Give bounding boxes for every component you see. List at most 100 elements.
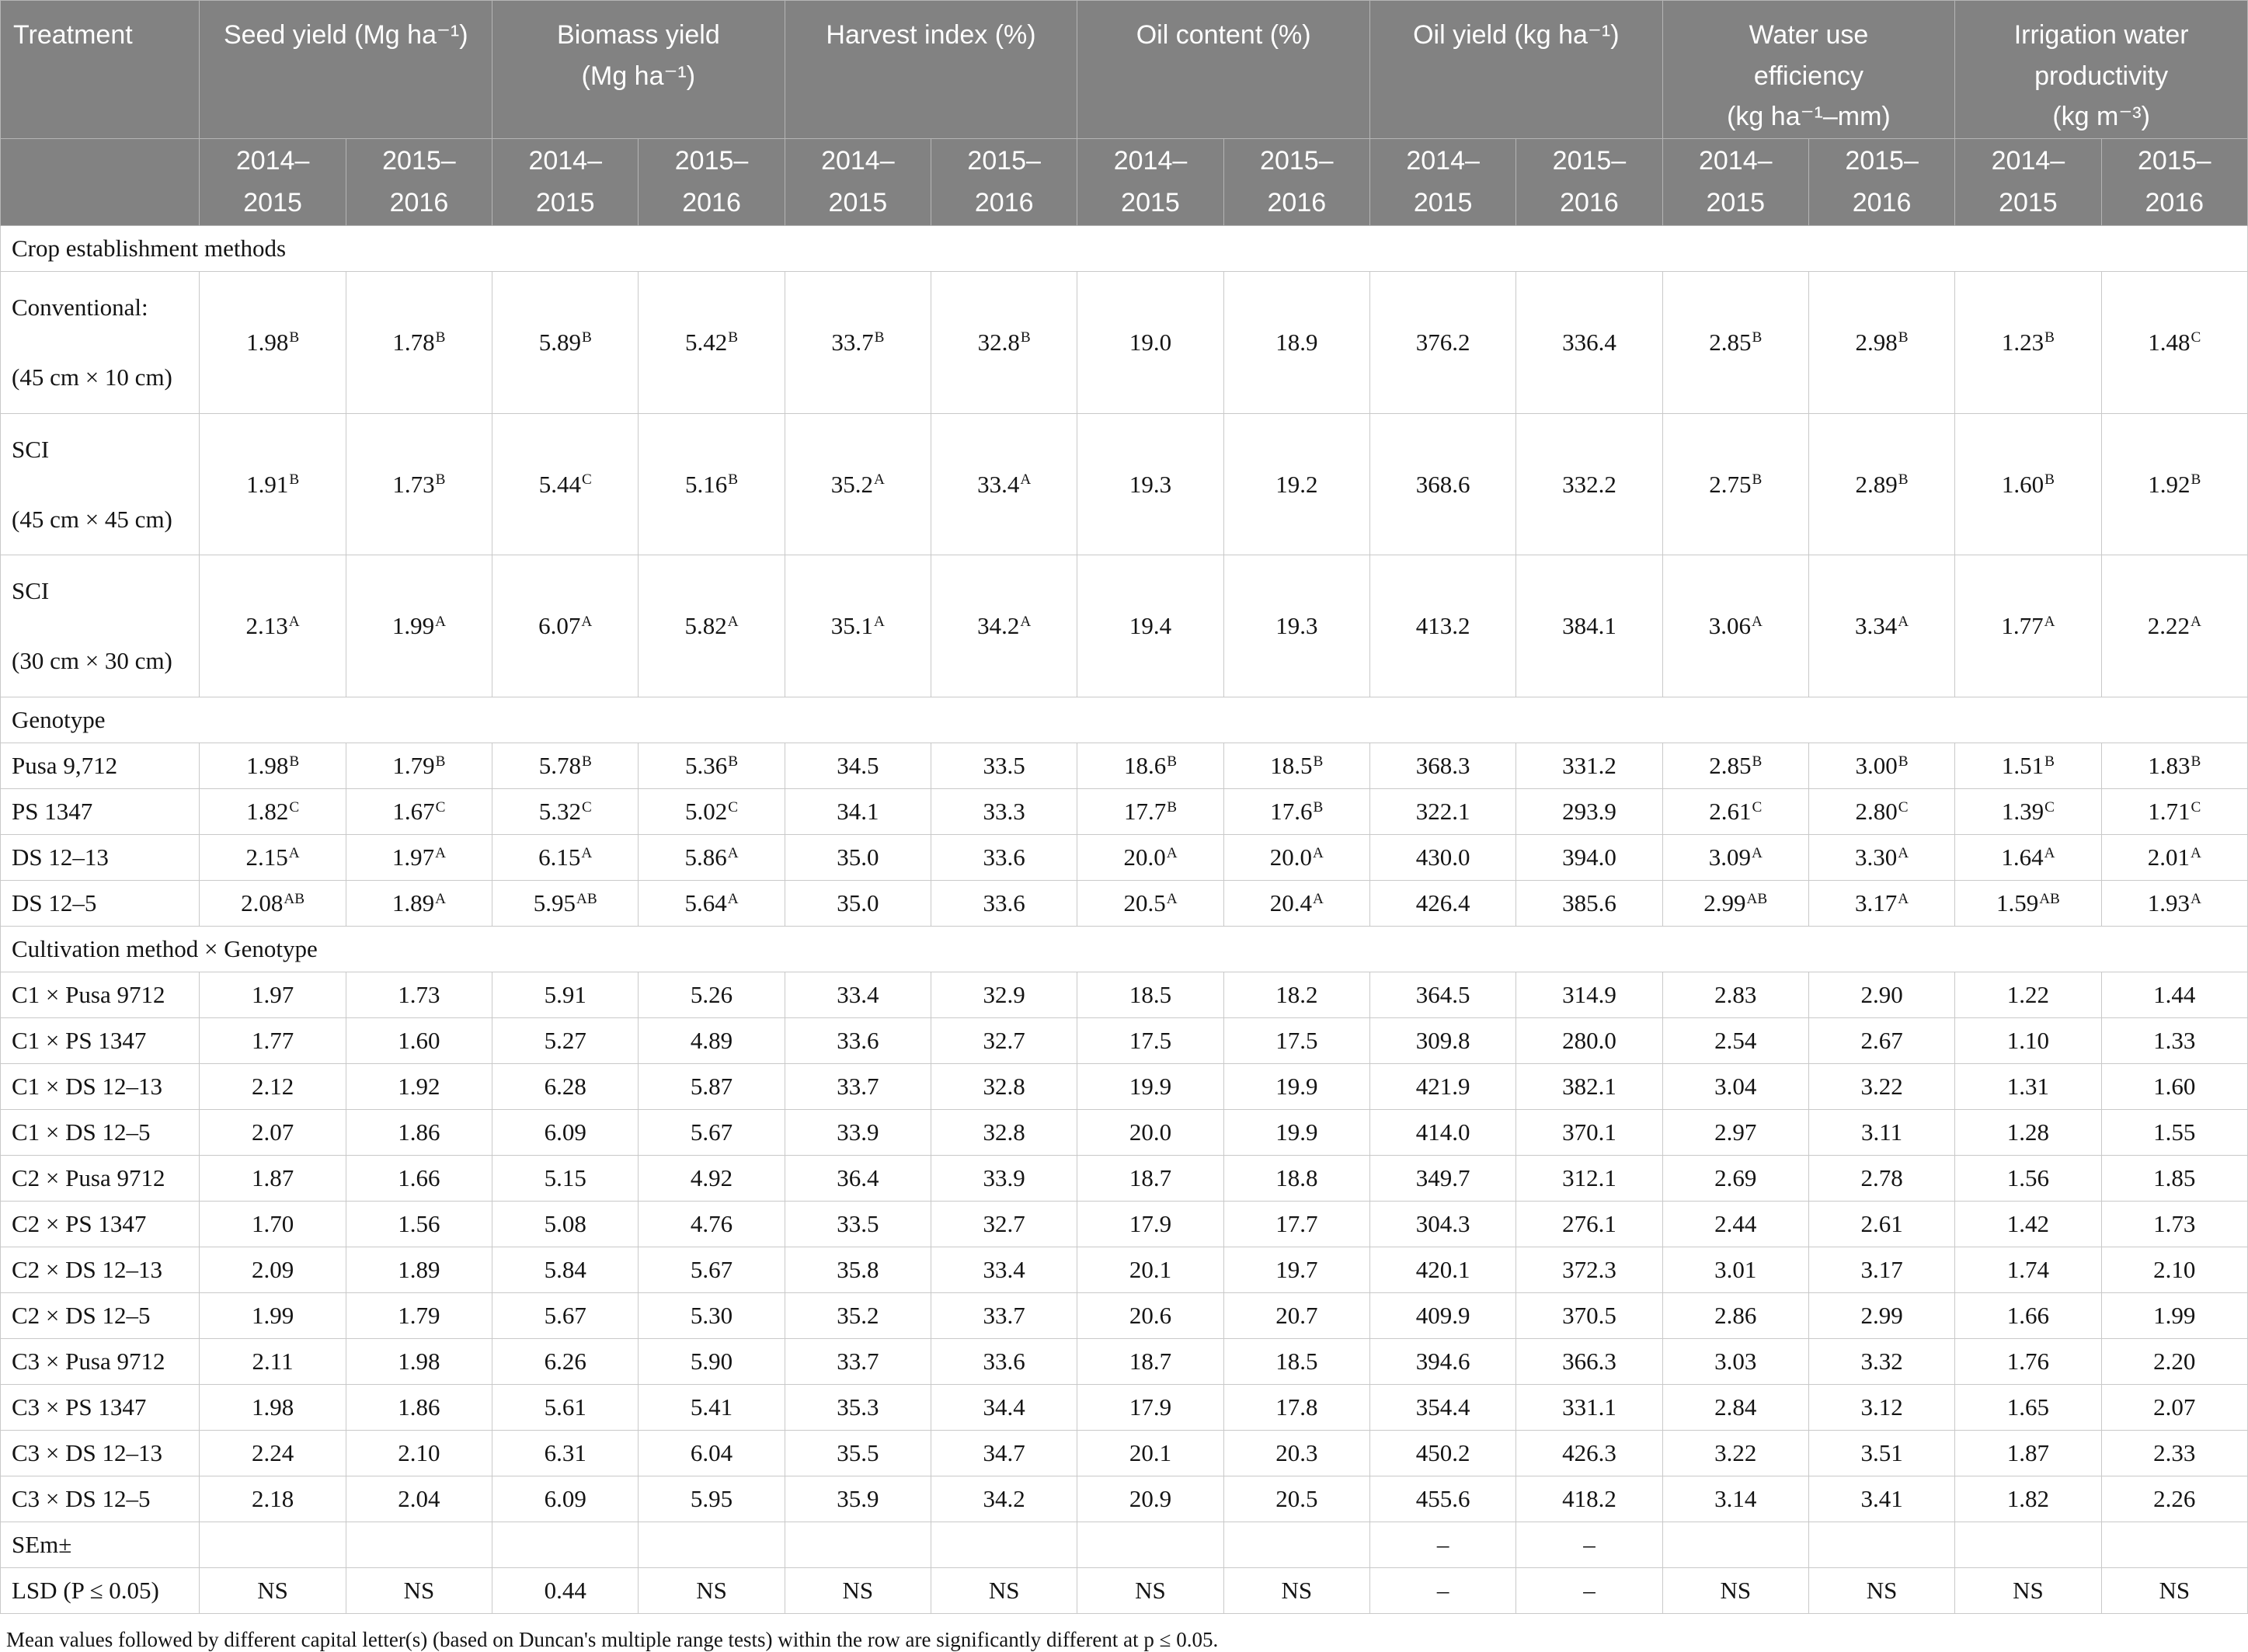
data-cell: 32.8 bbox=[931, 1109, 1078, 1156]
data-cell: 1.74 bbox=[1954, 1247, 2102, 1294]
data-cell: 2.98B bbox=[1808, 270, 1956, 414]
data-cell: 2.24 bbox=[199, 1430, 346, 1477]
data-cell: NS bbox=[1954, 1567, 2102, 1615]
data-cell: 2.20 bbox=[2100, 1338, 2248, 1386]
data-cell: 2.69 bbox=[1662, 1155, 1809, 1202]
significance-letter: A bbox=[727, 890, 739, 907]
data-cell: 17.7 bbox=[1223, 1201, 1370, 1248]
data-cell: 418.2 bbox=[1515, 1476, 1663, 1523]
significance-letter: A bbox=[1166, 844, 1178, 861]
year-column-header: 2014– 2015 bbox=[784, 138, 932, 226]
data-cell: 1.82C bbox=[199, 788, 346, 836]
data-cell: 1.70 bbox=[199, 1201, 346, 1248]
data-cell: 1.99A bbox=[345, 555, 493, 698]
data-cell bbox=[1662, 1522, 1809, 1569]
data-cell: 331.2 bbox=[1515, 743, 1663, 790]
data-cell: 1.65 bbox=[1954, 1384, 2102, 1431]
data-cell: 5.15 bbox=[492, 1155, 639, 1202]
column-group-header: Irrigation water productivity (kg m⁻³) bbox=[1954, 0, 2248, 140]
significance-letter: B bbox=[1313, 753, 1324, 770]
data-cell: 17.5 bbox=[1223, 1017, 1370, 1065]
row-label: SCI (30 cm × 30 cm) bbox=[0, 555, 200, 698]
data-cell: 1.87 bbox=[1954, 1430, 2102, 1477]
significance-letter: B bbox=[2191, 753, 2201, 770]
significance-letter: A bbox=[1751, 613, 1763, 630]
row-label: SEm± bbox=[0, 1522, 200, 1569]
data-cell: 18.5B bbox=[1223, 743, 1370, 790]
data-cell: 17.8 bbox=[1223, 1384, 1370, 1431]
data-cell: 2.80C bbox=[1808, 788, 1956, 836]
data-cell: 5.89B bbox=[492, 270, 639, 414]
data-cell: 5.61 bbox=[492, 1384, 639, 1431]
data-cell: 33.6 bbox=[784, 1017, 932, 1065]
significance-letter: A bbox=[2190, 613, 2201, 630]
year-column-header: 2014– 2015 bbox=[1077, 138, 1224, 226]
year-column-header: 2015– 2016 bbox=[345, 138, 493, 226]
data-cell: 20.1 bbox=[1077, 1247, 1224, 1294]
data-cell: 35.1A bbox=[784, 555, 932, 698]
data-cell: 18.7 bbox=[1077, 1155, 1224, 1202]
data-cell: 33.7 bbox=[784, 1063, 932, 1111]
data-cell: 370.1 bbox=[1515, 1109, 1663, 1156]
data-cell: 5.86A bbox=[638, 834, 785, 882]
significance-letter: A bbox=[1313, 890, 1324, 907]
data-cell: 1.66 bbox=[345, 1155, 493, 1202]
data-cell: 1.86 bbox=[345, 1109, 493, 1156]
data-cell: 2.08AB bbox=[199, 880, 346, 927]
significance-letter: A bbox=[1898, 844, 1909, 861]
data-cell bbox=[2100, 1522, 2248, 1569]
table-row: LSD (P ≤ 0.05) NS NS 0.44 NS NS NS NS NS – – NS NS NS… bbox=[0, 1567, 2248, 1615]
data-cell: 5.90 bbox=[638, 1338, 785, 1386]
data-cell: 1.91B bbox=[199, 412, 346, 556]
data-cell: 1.60 bbox=[2100, 1063, 2248, 1111]
data-cell: 2.83 bbox=[1662, 972, 1809, 1019]
data-cell: 20.7 bbox=[1223, 1292, 1370, 1340]
table-row: DS 12–13 2.15A 1.97A 6.15A 5.86A 35.0 33.6 20.0… bbox=[0, 834, 2248, 882]
data-cell: 3.17A bbox=[1808, 880, 1956, 927]
data-cell: 2.61C bbox=[1662, 788, 1809, 836]
data-cell: 6.31 bbox=[492, 1430, 639, 1477]
data-cell: 2.10 bbox=[345, 1430, 493, 1477]
significance-letter: B bbox=[1752, 753, 1763, 770]
significance-letter: A bbox=[1020, 471, 1032, 488]
data-cell: 20.0A bbox=[1077, 834, 1224, 882]
data-cell: 33.6 bbox=[931, 834, 1078, 882]
significance-letter: B bbox=[1898, 753, 1909, 770]
row-label: C2 × DS 12–13 bbox=[0, 1247, 200, 1294]
significance-letter: AB bbox=[2039, 890, 2060, 907]
significance-letter: C bbox=[289, 798, 300, 816]
data-cell: 6.04 bbox=[638, 1430, 785, 1477]
column-group-header: Harvest index (%) bbox=[784, 0, 1078, 140]
data-cell: 426.4 bbox=[1369, 880, 1517, 927]
data-cell: 6.07A bbox=[492, 555, 639, 698]
data-cell: 33.7B bbox=[784, 270, 932, 414]
significance-letter: AB bbox=[1746, 890, 1768, 907]
data-cell: 2.26 bbox=[2100, 1476, 2248, 1523]
significance-letter: A bbox=[2044, 613, 2055, 630]
data-cell: 5.84 bbox=[492, 1247, 639, 1294]
data-cell: 20.9 bbox=[1077, 1476, 1224, 1523]
row-label: C1 × DS 12–5 bbox=[0, 1109, 200, 1156]
data-cell: 6.09 bbox=[492, 1109, 639, 1156]
significance-letter: A bbox=[435, 890, 446, 907]
data-cell: 2.97 bbox=[1662, 1109, 1809, 1156]
data-cell: NS bbox=[784, 1567, 932, 1615]
data-cell: 349.7 bbox=[1369, 1155, 1517, 1202]
table-row: C1 × Pusa 9712 1.97 1.73 5.91 5.26 33.4 32.9 18… bbox=[0, 972, 2248, 1019]
data-cell: 2.04 bbox=[345, 1476, 493, 1523]
data-cell: 2.10 bbox=[2100, 1247, 2248, 1294]
data-cell: 1.56 bbox=[1954, 1155, 2102, 1202]
section-label: Crop establishment methods bbox=[0, 224, 2248, 272]
data-cell: 18.2 bbox=[1223, 972, 1370, 1019]
significance-letter: A bbox=[1020, 613, 1032, 630]
data-cell: 35.2 bbox=[784, 1292, 932, 1340]
data-cell: NS bbox=[2100, 1567, 2248, 1615]
data-cell: 280.0 bbox=[1515, 1017, 1663, 1065]
data-cell: 1.76 bbox=[1954, 1338, 2102, 1386]
table-row: DS 12–5 2.08AB 1.89A 5.95AB 5.64A 35.0 33.6 20.… bbox=[0, 880, 2248, 927]
data-cell: 368.6 bbox=[1369, 412, 1517, 556]
significance-letter: A bbox=[1751, 844, 1763, 861]
data-cell: 2.67 bbox=[1808, 1017, 1956, 1065]
row-label: Conventional: (45 cm × 10 cm) bbox=[0, 270, 200, 414]
section-row: Crop establishment methods bbox=[0, 224, 2248, 272]
